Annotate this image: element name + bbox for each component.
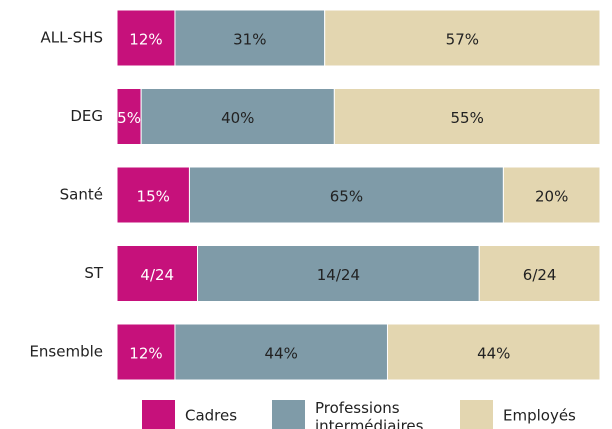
legend-swatch: [272, 400, 305, 429]
bar-segment: [174, 323, 388, 381]
data-label: 14/24: [317, 266, 360, 284]
y-tick-label: Santé: [60, 186, 103, 204]
bar-segment: [324, 9, 601, 67]
data-label: 15%: [137, 188, 170, 206]
bar-segment: [333, 88, 601, 145]
bar-segment: [116, 9, 176, 67]
legend-label: Employés: [503, 407, 576, 425]
data-label: 55%: [451, 109, 484, 127]
legend-label: Professions intermédiaires: [315, 399, 424, 429]
y-tick-label: Ensemble: [29, 343, 103, 361]
legend-label: Cadres: [185, 407, 237, 425]
bar-segment: [174, 9, 326, 67]
y-tick-label: ALL-SHS: [41, 29, 103, 47]
data-label: 4/24: [140, 266, 174, 284]
bar-segment: [116, 245, 199, 302]
data-label: 20%: [535, 188, 568, 206]
data-label: 6/24: [523, 266, 557, 284]
bar-segment: [188, 166, 504, 224]
y-tick-label: ST: [84, 264, 104, 282]
legend-swatch: [460, 400, 493, 429]
bar-segment: [140, 88, 335, 145]
bar-segment: [116, 166, 190, 224]
y-tick-label: DEG: [70, 107, 103, 125]
data-label: 44%: [265, 345, 298, 363]
bar-segment: [116, 323, 176, 381]
data-label: 65%: [330, 188, 363, 206]
bar-segment: [386, 323, 601, 381]
data-label: 57%: [446, 31, 479, 49]
data-label: 12%: [129, 31, 162, 49]
data-label: 40%: [221, 109, 254, 127]
legend-swatch: [142, 400, 175, 429]
bar-segment: [502, 166, 601, 224]
data-label: 44%: [477, 345, 510, 363]
data-label: 12%: [129, 345, 162, 363]
data-label: 31%: [233, 31, 266, 49]
bar-segment: [478, 245, 601, 302]
data-label: 5%: [117, 109, 141, 127]
